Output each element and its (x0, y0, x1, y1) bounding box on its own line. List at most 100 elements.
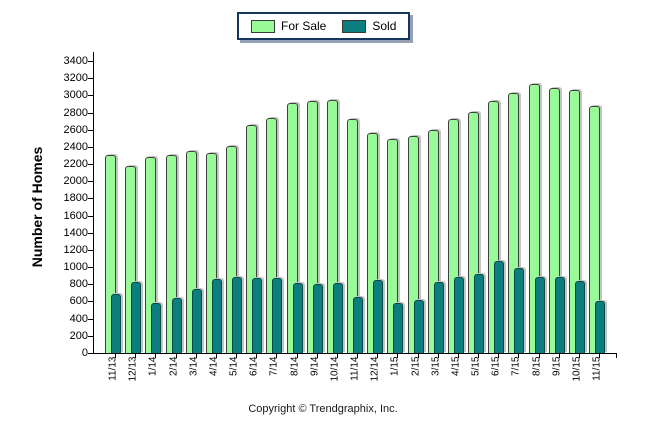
x-tick-label: 10/15 (571, 356, 583, 382)
x-tick (599, 354, 600, 358)
y-tick-label: 2200 (63, 158, 88, 170)
y-tick-label: 2600 (63, 124, 88, 136)
x-tick-label: 11/14 (349, 356, 361, 381)
y-tick (88, 319, 93, 320)
x-tick-label: 8/14 (289, 356, 301, 376)
y-tick (88, 181, 93, 182)
y-tick (88, 233, 93, 234)
y-tick (88, 216, 93, 217)
x-tick-label: 12/14 (369, 356, 381, 382)
legend-label-for-sale: For Sale (281, 19, 327, 33)
x-tick-label: 11/13 (107, 356, 119, 381)
sold-bar (414, 300, 424, 353)
x-tick (317, 354, 318, 358)
x-tick-label: 2/14 (168, 356, 180, 376)
copyright-text: Copyright © Trendgraphix, Inc. (248, 403, 398, 415)
sold-bar (353, 297, 363, 353)
y-tick-label: 2800 (63, 107, 88, 119)
sold-bar (535, 277, 545, 353)
for-sale-bar (206, 153, 217, 353)
for-sale-bar (307, 101, 318, 353)
x-tick (458, 354, 459, 358)
sold-bar (373, 280, 383, 353)
for-sale-bar (125, 166, 136, 353)
legend-item-for-sale: For Sale (251, 19, 326, 33)
sold-bar (272, 278, 282, 353)
sold-bar (232, 277, 242, 353)
y-tick-label: 1800 (63, 192, 88, 204)
y-tick (88, 95, 93, 96)
x-tick-label: 6/15 (490, 356, 502, 376)
for-sale-bar (448, 119, 459, 353)
sold-bar (474, 274, 484, 353)
x-tick (539, 354, 540, 358)
y-tick (88, 267, 93, 268)
x-tick-label: 1/14 (147, 356, 159, 376)
x-tick (115, 354, 116, 358)
x-tick (357, 354, 358, 358)
sold-bar (494, 261, 504, 353)
x-tick-label: 10/14 (329, 356, 341, 382)
x-axis-line (93, 353, 617, 354)
for-sale-bar (226, 146, 237, 353)
x-tick (478, 354, 479, 358)
x-tick-label: 12/13 (127, 356, 139, 382)
sold-bar (595, 301, 605, 353)
for-sale-bar (145, 157, 156, 353)
x-tick-label: 9/15 (551, 356, 563, 376)
for-sale-bar (367, 133, 378, 353)
sold-bar (151, 303, 161, 353)
x-tick (256, 354, 257, 358)
y-tick-label: 1600 (63, 210, 88, 222)
y-tick (88, 301, 93, 302)
sold-bar (555, 277, 565, 353)
x-tick (276, 354, 277, 358)
y-tick (88, 113, 93, 114)
y-tick-label: 200 (69, 330, 88, 342)
sold-bar (111, 294, 121, 353)
sold-bar (172, 298, 182, 353)
sold-bar (212, 279, 222, 353)
chart-legend: For Sale Sold (237, 12, 411, 40)
y-tick-label: 400 (69, 313, 88, 325)
x-tick-label: 3/14 (188, 356, 200, 376)
y-tick (88, 78, 93, 79)
x-tick-label: 4/15 (450, 356, 462, 376)
y-tick-label: 3000 (63, 89, 88, 101)
y-tick (88, 353, 93, 354)
x-tick (297, 354, 298, 358)
x-tick-label: 3/15 (430, 356, 442, 376)
for-sale-bar (387, 139, 398, 353)
sold-bar (393, 303, 403, 353)
for-sale-bar (186, 151, 197, 353)
x-tick-label: 7/15 (510, 356, 522, 376)
x-tick-label: 5/15 (470, 356, 482, 376)
x-tick (196, 354, 197, 358)
x-tick (498, 354, 499, 358)
sold-bar (252, 278, 262, 353)
y-tick-label: 1000 (63, 261, 88, 273)
x-tick (518, 354, 519, 358)
y-tick (88, 250, 93, 251)
y-tick-label: 1200 (63, 244, 88, 256)
for-sale-bar (246, 125, 257, 353)
for-sale-bar (105, 155, 116, 353)
y-axis-title: Number of Homes (29, 146, 45, 268)
legend-item-sold: Sold (342, 19, 396, 33)
y-tick (88, 164, 93, 165)
sold-bar (293, 283, 303, 353)
x-tick (337, 354, 338, 358)
sold-bar (333, 283, 343, 353)
sold-swatch-icon (342, 19, 367, 33)
for-sale-bar (569, 90, 580, 353)
for-sale-bar (327, 100, 338, 353)
y-tick (88, 130, 93, 131)
y-tick (88, 61, 93, 62)
x-tick-label: 6/14 (248, 356, 260, 376)
y-tick-label: 2000 (63, 175, 88, 187)
y-tick-label: 600 (69, 295, 88, 307)
sold-bar (131, 282, 141, 353)
x-axis-end-tick (616, 354, 617, 358)
sold-bar (192, 289, 202, 353)
